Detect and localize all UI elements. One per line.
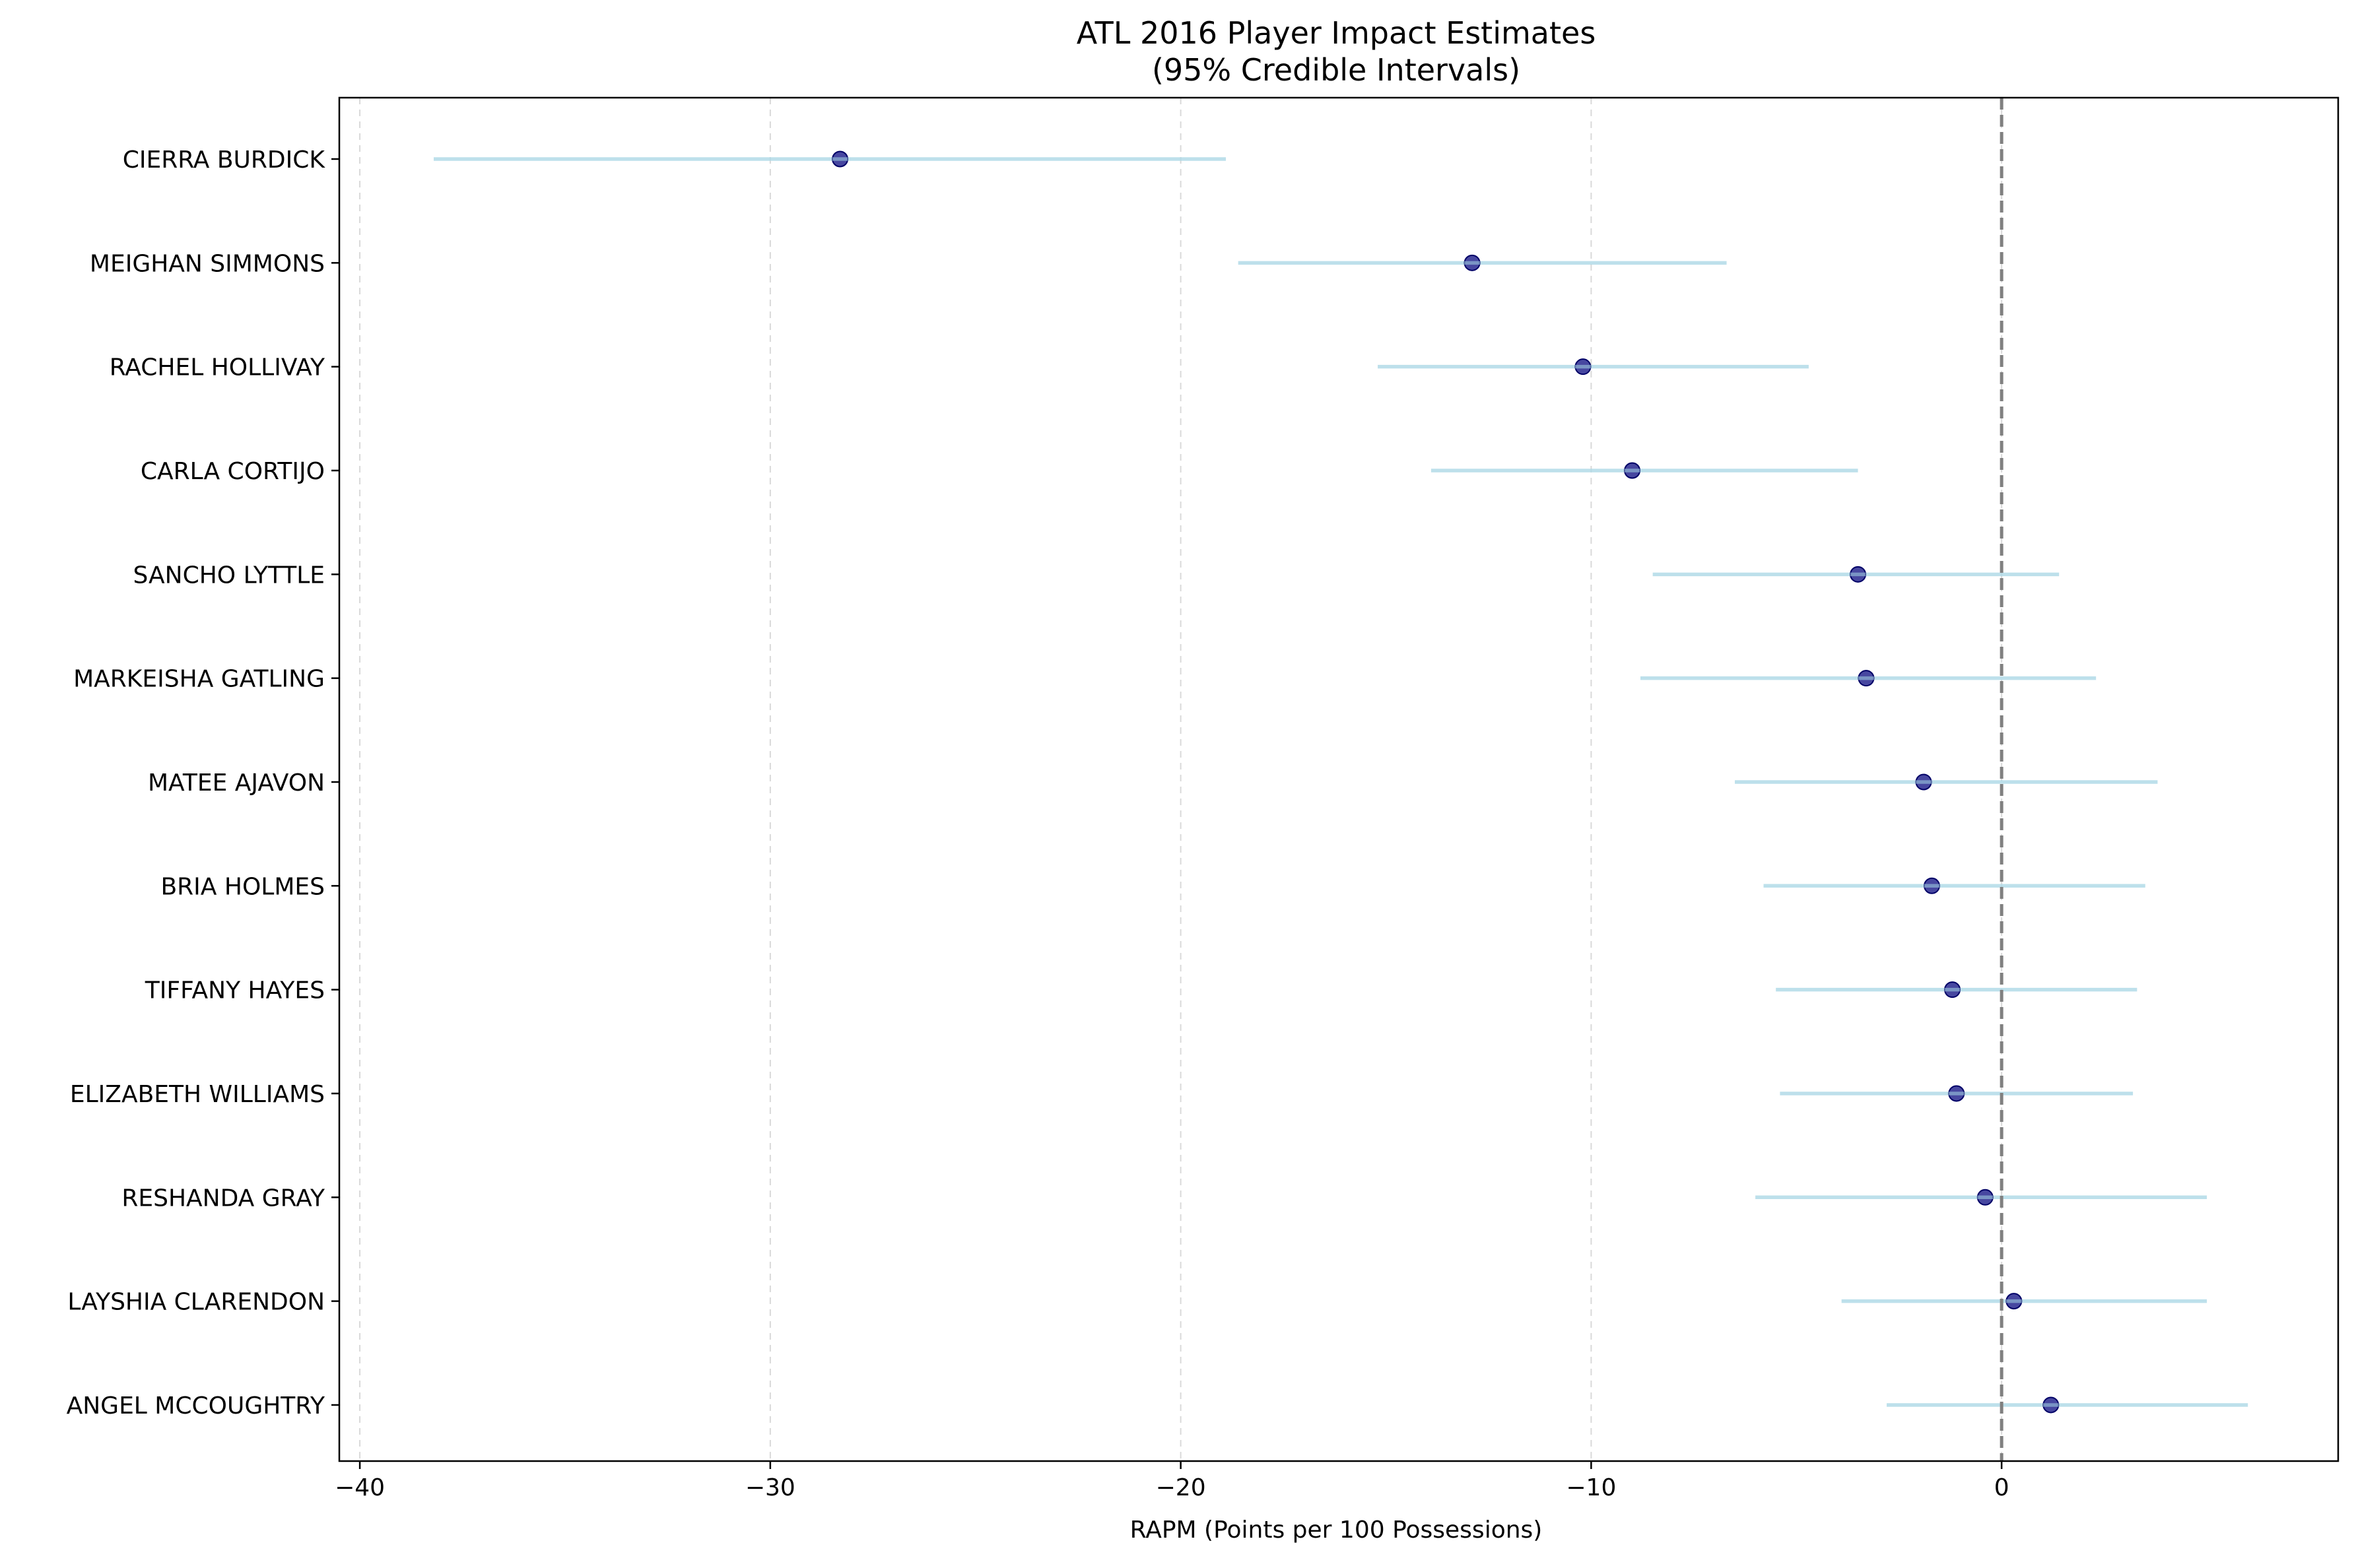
credible-intervals [434, 157, 2248, 1407]
chart-subtitle: (95% Credible Intervals) [1152, 52, 1520, 88]
plot-frame [338, 96, 2339, 1462]
player-name-label: MARKEISHA GATLING [73, 666, 325, 693]
y-axis-ticks: CIERRA BURDICK MEIGHAN SIMMONS RACHEL HOLL… [67, 147, 339, 1420]
chart-title: ATL 2016 Player Impact Estimates [1077, 15, 1596, 51]
player-name-label: RESHANDA GRAY [121, 1185, 325, 1212]
x-axis-label: RAPM (Points per 100 Possessions) [1130, 1517, 1543, 1544]
x-tick-label: −40 [335, 1474, 385, 1501]
player-name-label: SANCHO LYTTLE [133, 562, 325, 589]
x-axis-ticks: −40 −30 −20 −10 0 [335, 1461, 2009, 1501]
player-name-label: LAYSHIA CLARENDON [67, 1289, 325, 1316]
player-name-label: BRIA HOLMES [160, 873, 325, 900]
player-name-label: ELIZABETH WILLIAMS [70, 1081, 325, 1108]
player-name-label: ANGEL MCCOUGHTRY [67, 1392, 325, 1420]
player-name-label: TIFFANY HAYES [145, 977, 325, 1004]
x-tick-label: −20 [1156, 1474, 1206, 1501]
player-name-label: CARLA CORTIJO [141, 458, 325, 485]
player-name-label: CIERRA BURDICK [123, 147, 326, 174]
x-tick-label: −10 [1566, 1474, 1616, 1501]
estimate-points [832, 150, 2060, 1414]
x-tick-label: −30 [745, 1474, 795, 1501]
player-name-label: MATEE AJAVON [148, 769, 325, 797]
player-name-label: RACHEL HOLLIVAY [110, 354, 325, 381]
x-tick-label: 0 [1994, 1474, 2009, 1501]
player-name-label: MEIGHAN SIMMONS [90, 250, 325, 277]
grid-lines [359, 98, 2003, 1461]
